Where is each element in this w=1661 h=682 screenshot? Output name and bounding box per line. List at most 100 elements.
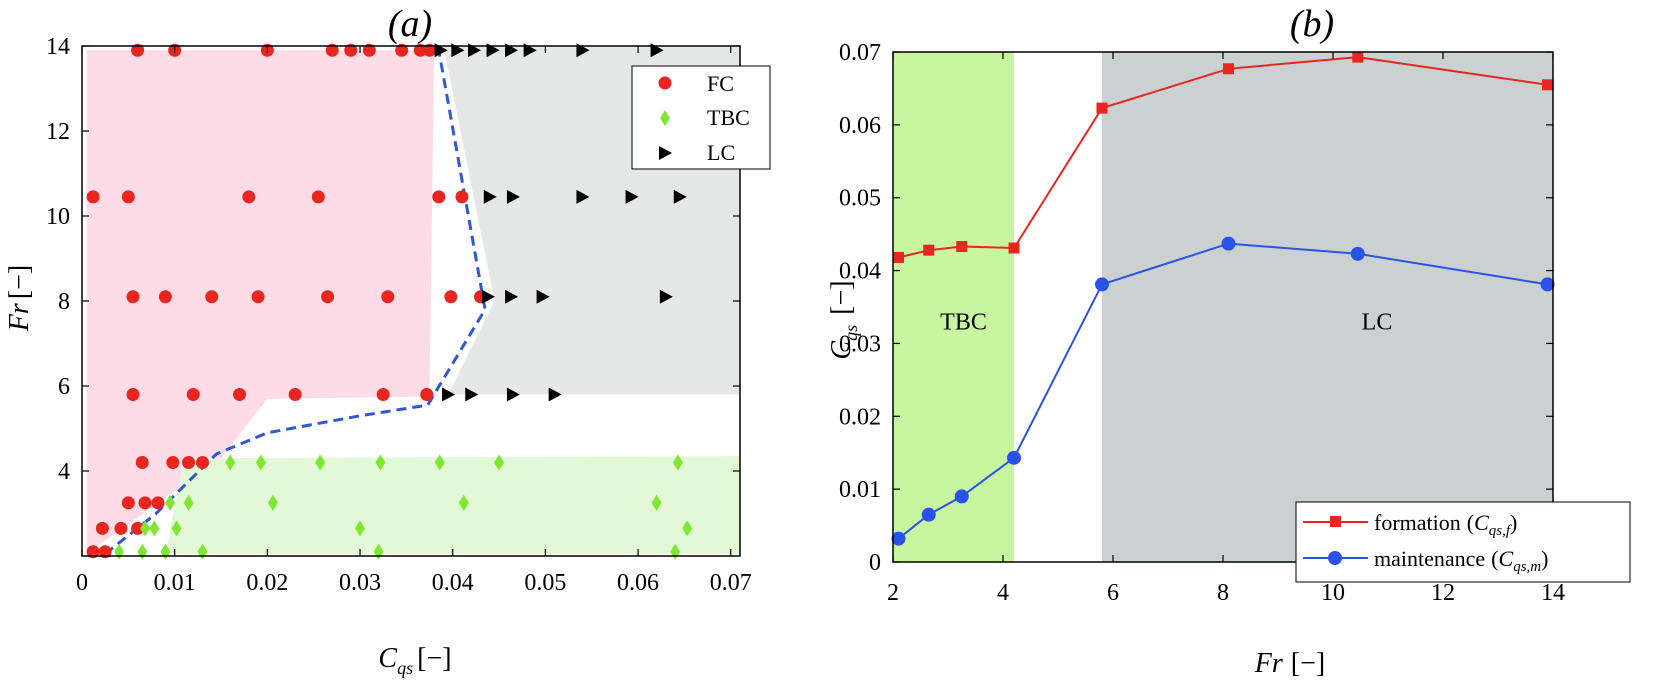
x-tick-label: 14	[1541, 580, 1565, 606]
x-tick-label: 0.05	[524, 570, 566, 596]
chart-a-panel-label: (a)	[388, 3, 432, 45]
point-tbc	[458, 494, 469, 511]
point-tbc	[171, 520, 182, 537]
point-formation	[956, 241, 968, 253]
point-maintenance	[1221, 236, 1236, 251]
x-tick-label: 0.01	[154, 570, 196, 596]
legend-fc-label: FC	[707, 71, 734, 96]
point-fc	[131, 43, 145, 57]
point-tbc	[267, 494, 278, 511]
chart-b-legend: formation (Cqs,f) maintenance (Cqs,m)	[1295, 501, 1631, 583]
point-tbc	[140, 520, 151, 537]
point-tbc	[225, 454, 236, 471]
point-fc	[182, 456, 196, 469]
point-lc	[483, 189, 497, 204]
point-fc	[166, 456, 180, 469]
point-fc	[420, 388, 434, 401]
point-fc	[362, 43, 376, 57]
point-tbc	[315, 454, 326, 471]
chart-a-legend-box	[631, 65, 771, 170]
x-tick-label: 0	[76, 570, 88, 596]
chart-b-x-ticks: 2 4 6 8 10 12 14	[887, 52, 1565, 606]
point-fc	[205, 290, 219, 304]
point-lc	[506, 189, 520, 204]
y-tick-label: 0.04	[839, 259, 881, 285]
legend-formation-marker	[1330, 516, 1341, 527]
point-lc	[536, 289, 550, 304]
chart-b-x-label: Fr [−]	[1254, 648, 1325, 679]
point-lc	[442, 387, 456, 402]
point-formation	[1352, 51, 1364, 63]
x-tick-label: 2	[887, 580, 899, 606]
chart-b-lines	[891, 51, 1555, 546]
region-tbc	[165, 456, 740, 554]
chart-b-bands: TBC LC	[893, 52, 1553, 562]
point-tbc	[434, 454, 445, 471]
point-fc	[423, 43, 437, 57]
chart-a-x-label: Cqs [−]	[378, 643, 451, 678]
legend-lc-marker	[659, 146, 672, 160]
point-fc	[444, 290, 458, 304]
point-formation	[1542, 79, 1553, 91]
point-fc	[376, 388, 390, 401]
y-tick-label: 14	[46, 34, 70, 60]
x-tick-label: 6	[1107, 580, 1119, 606]
point-fc	[413, 43, 427, 57]
point-tbc	[149, 520, 160, 537]
chart-b-panel-label: (b)	[1290, 3, 1334, 45]
x-tick-label: 0.04	[432, 570, 474, 596]
legend-fc-marker	[658, 76, 672, 90]
point-fc	[186, 388, 200, 401]
point-fc	[151, 496, 165, 510]
x-tick-label: 0.07	[710, 570, 752, 596]
point-maintenance	[1350, 246, 1365, 261]
chart-a: (a) 0 0.01 0.02 0.03 0.04 0.05 0.06 0.07 4 6 8 10 1…	[4, 3, 771, 678]
point-fc	[86, 190, 100, 204]
point-formation	[1223, 63, 1234, 75]
y-tick-label: 0.01	[839, 477, 881, 503]
point-maintenance	[1095, 277, 1109, 292]
point-fc	[98, 545, 112, 559]
point-fc	[311, 190, 325, 204]
point-fc	[381, 290, 395, 304]
point-fc	[455, 190, 469, 204]
x-tick-label: 0.02	[246, 570, 288, 596]
point-fc	[135, 456, 149, 469]
point-tbc	[494, 454, 505, 471]
point-tbc	[255, 454, 266, 471]
point-fc	[86, 545, 100, 559]
point-fc	[131, 521, 145, 535]
point-tbc	[165, 494, 176, 511]
point-tbc	[375, 454, 386, 471]
point-fc	[321, 290, 335, 304]
point-tbc	[355, 520, 366, 537]
legend-lc-label: LC	[707, 140, 735, 165]
point-tbc	[183, 494, 194, 511]
point-fc	[126, 388, 140, 401]
y-tick-label: 0.05	[839, 186, 881, 212]
point-lc	[506, 387, 520, 402]
x-tick-label: 10	[1321, 580, 1345, 606]
point-maintenance	[1007, 450, 1021, 465]
point-tbc	[672, 454, 683, 471]
y-tick-label: 0.06	[839, 113, 881, 139]
point-fc	[251, 290, 265, 304]
point-fc	[233, 388, 247, 401]
point-lc	[659, 289, 673, 304]
legend-tbc-marker	[660, 110, 670, 126]
chart-b-y-ticks: 0 0.01 0.02 0.03 0.04 0.05 0.06 0.07	[839, 40, 1553, 576]
legend-maintenance-label: maintenance (Cqs,m)	[1374, 546, 1548, 575]
point-fc	[242, 190, 256, 204]
point-lc	[548, 387, 562, 402]
point-maintenance	[921, 507, 936, 522]
chart-b: (b) TBC LC 2 4 6 8 10 12 14 0 0.01 0.02 0.03 0.04 0.…	[826, 3, 1631, 679]
point-formation	[1008, 242, 1020, 254]
series-line-formation	[898, 56, 1548, 259]
point-fc	[195, 456, 209, 469]
band-tbc	[893, 52, 1014, 562]
point-formation	[923, 244, 935, 256]
legend-maintenance-marker	[1328, 551, 1342, 565]
point-fc	[121, 496, 135, 510]
x-tick-label: 0.06	[617, 570, 659, 596]
point-fc	[288, 388, 302, 401]
